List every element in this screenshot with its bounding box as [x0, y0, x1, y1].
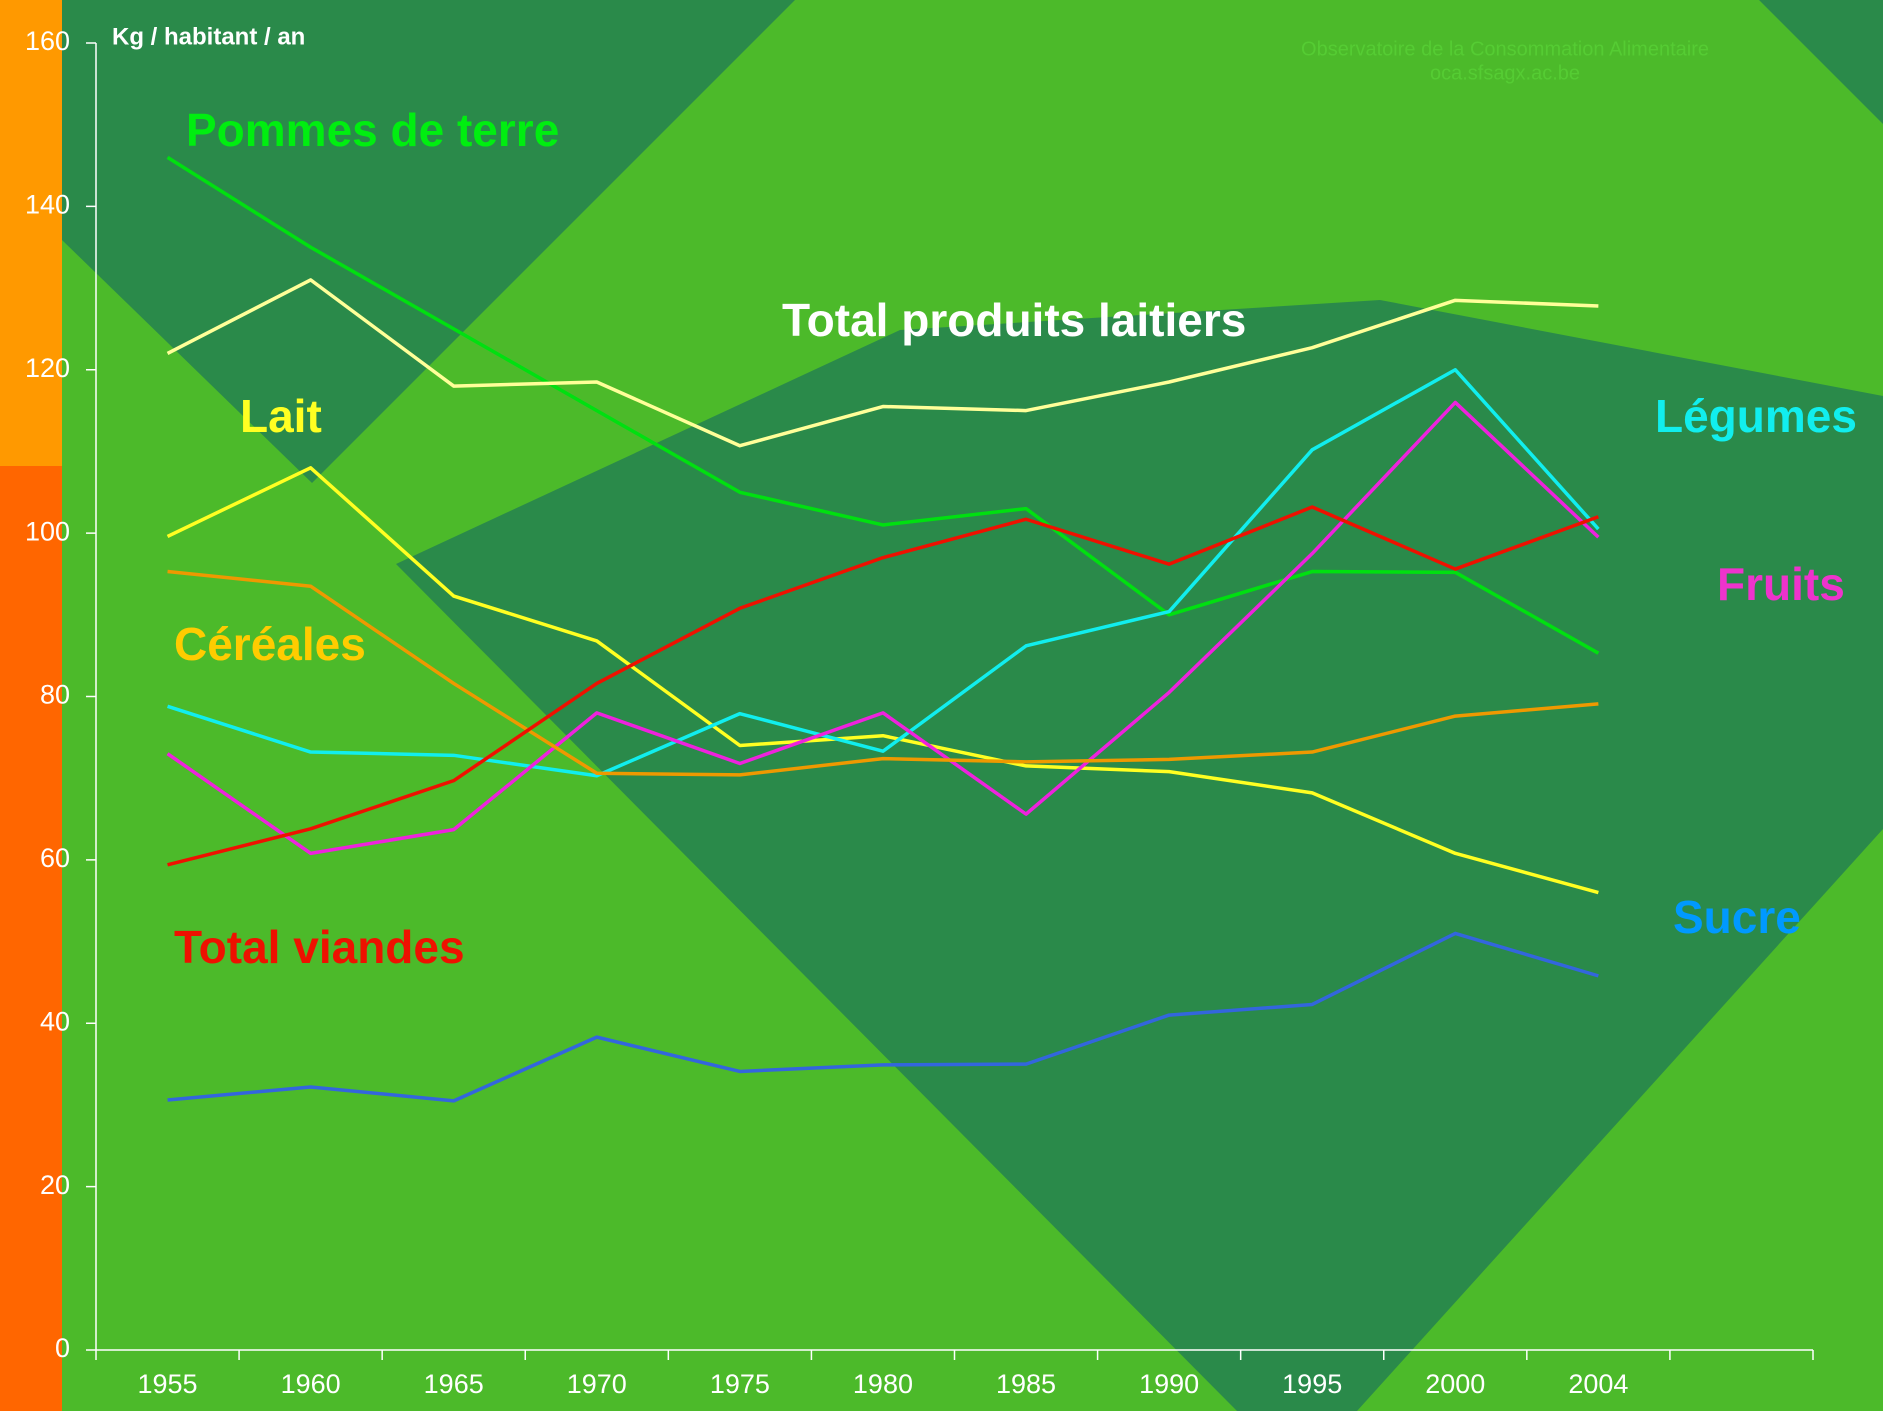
- series-label: Sucre: [1673, 891, 1801, 943]
- y-tick-label: 60: [40, 843, 70, 873]
- series-line: [166, 278, 1599, 448]
- background-shape: [1759, 0, 1883, 124]
- y-tick-label: 100: [25, 516, 70, 546]
- side-band: [0, 0, 62, 466]
- y-tick-label: 140: [25, 190, 70, 220]
- x-tick-label: 1970: [567, 1369, 627, 1399]
- source: oca.sfsagx.ac.be: [1430, 62, 1580, 84]
- x-tick-label: 2004: [1568, 1369, 1628, 1399]
- series-label: Fruits: [1717, 558, 1845, 610]
- y-tick-label: 120: [25, 353, 70, 383]
- source: Observatoire de la Consommation Alimenta…: [1301, 38, 1709, 60]
- x-tick-label: 1965: [424, 1369, 484, 1399]
- series-line: [167, 569, 1599, 777]
- series-line: [167, 505, 1599, 867]
- x-tick-label: 1975: [710, 1369, 770, 1399]
- background-shape: [396, 300, 1883, 1411]
- x-tick-label: 2000: [1425, 1369, 1485, 1399]
- series-line: [167, 368, 1600, 778]
- background-shape: [62, 0, 795, 483]
- x-tick-label: 1980: [853, 1369, 913, 1399]
- series-line: [166, 400, 1600, 856]
- series-label: Légumes: [1655, 390, 1857, 442]
- y-tick-label: 40: [40, 1006, 70, 1036]
- series-line: [167, 931, 1599, 1103]
- y-tick-label: 20: [40, 1170, 70, 1200]
- x-tick-label: 1955: [138, 1369, 198, 1399]
- side-band: [0, 466, 62, 1411]
- x-tick-label: 1995: [1282, 1369, 1342, 1399]
- series-line: [166, 155, 1600, 655]
- series-label: Total produits laitiers: [782, 294, 1246, 346]
- x-tick-label: 1960: [281, 1369, 341, 1399]
- series-label: Pommes de terre: [186, 104, 559, 156]
- series-label: Total viandes: [174, 921, 465, 973]
- x-tick-label: 1990: [1139, 1369, 1199, 1399]
- x-tick-label: 1985: [996, 1369, 1056, 1399]
- y-tick-label: 80: [40, 680, 70, 710]
- series-line: [166, 466, 1599, 895]
- y-tick-label: 160: [25, 26, 70, 56]
- y-axis-label: Kg / habitant / an: [112, 23, 305, 50]
- y-tick-label: 0: [55, 1333, 70, 1363]
- series-label: Céréales: [174, 618, 366, 670]
- series-label: Lait: [240, 390, 322, 442]
